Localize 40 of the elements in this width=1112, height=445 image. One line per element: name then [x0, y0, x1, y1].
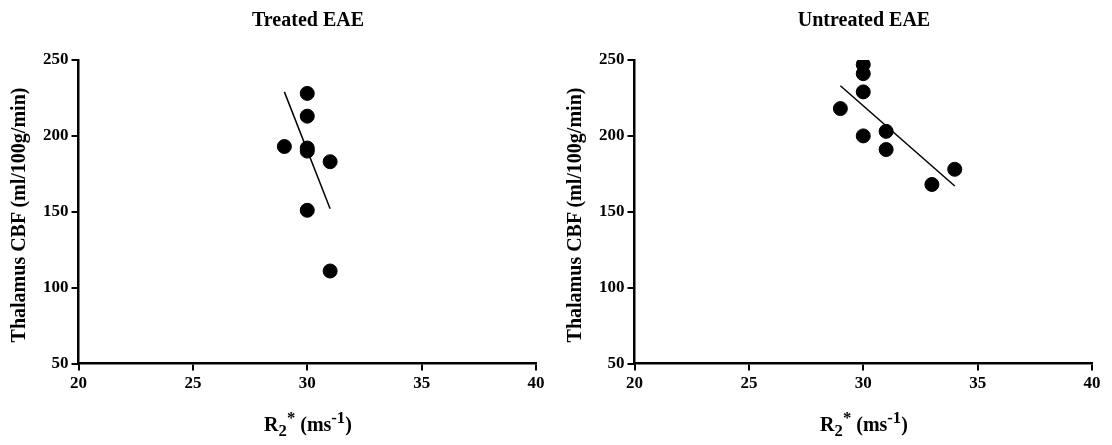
x-tick-label: 25	[740, 373, 758, 393]
point	[322, 263, 338, 279]
point	[299, 202, 315, 218]
point	[855, 66, 871, 82]
x-tick-label: 35	[413, 373, 431, 393]
chart-title: Treated EAE	[251, 8, 365, 31]
point	[299, 85, 315, 101]
point	[878, 123, 894, 139]
x-tick-label: 35	[969, 373, 987, 393]
y-tick-label: 150	[43, 201, 69, 221]
x-tick-label: 20	[70, 373, 87, 393]
y-axis-title: Thalamus CBF (ml/100g/min)	[562, 87, 586, 343]
x-tick-label: 30	[854, 373, 872, 393]
y-tick-label: 250	[43, 49, 69, 69]
x-tick-label: 40	[1083, 373, 1101, 393]
point	[855, 84, 871, 100]
point	[832, 101, 848, 117]
x-axis-title: R$_{2}$$^{*}$ (ms$^{-1}$)	[819, 408, 909, 441]
point	[855, 128, 871, 144]
y-tick-label: 200	[43, 125, 69, 145]
y-tick-label: 100	[599, 277, 625, 297]
y-axis-title: Thalamus CBF (ml/100g/min)	[6, 87, 30, 343]
y-tick-label: 200	[599, 125, 625, 145]
point	[878, 142, 894, 158]
y-tick-label: 100	[43, 277, 69, 297]
y-tick-label: 250	[599, 49, 625, 69]
point	[322, 154, 338, 170]
x-axis-title: R$_{2}$$^{*}$ (ms$^{-1}$)	[263, 408, 353, 441]
point	[924, 176, 940, 192]
x-tick-label: 20	[626, 373, 643, 393]
point	[299, 108, 315, 124]
x-tick-label: 40	[527, 373, 545, 393]
y-tick-label: 50	[51, 352, 69, 372]
chart-title: Untreated EAE	[796, 8, 932, 31]
point	[947, 161, 963, 177]
x-tick-label: 30	[298, 373, 316, 393]
y-tick-label: 150	[599, 201, 625, 221]
point	[276, 139, 292, 155]
y-tick-label: 50	[607, 352, 625, 372]
x-tick-label: 25	[184, 373, 202, 393]
